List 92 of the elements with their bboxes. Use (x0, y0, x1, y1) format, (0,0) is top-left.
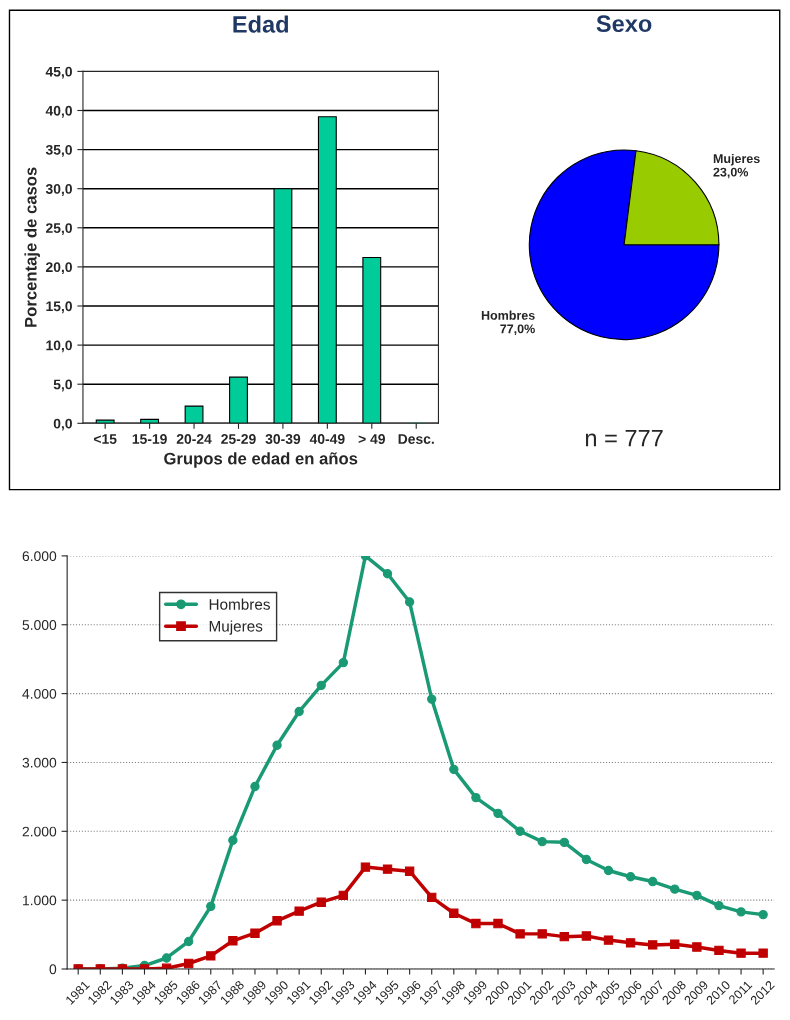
text: n = 777 (585, 430, 663, 447)
point (471, 918, 481, 929)
y-tick-label: 3.000 (22, 757, 57, 768)
point (670, 939, 680, 949)
point (515, 826, 525, 836)
slice-label: Mujeres (713, 153, 760, 166)
y-tick-label: 15,0 (46, 301, 72, 314)
point (714, 900, 724, 911)
x-tick-label: 20-24 (176, 434, 212, 444)
x-tick-label: 25-29 (221, 434, 256, 444)
point (360, 862, 371, 872)
y-tick-label: 6.000 (22, 551, 57, 562)
point (493, 808, 503, 819)
y-tick-label: 45,0 (45, 66, 72, 79)
point (228, 835, 238, 845)
x-tick-label: Desc. (398, 434, 434, 444)
point (382, 569, 393, 579)
point (183, 936, 194, 947)
y-axis-title: Porcentaje de casos (24, 167, 40, 327)
y-tick-label: 2.000 (22, 826, 57, 837)
point (603, 935, 614, 945)
point (427, 892, 437, 903)
point (559, 837, 569, 847)
point (338, 890, 349, 901)
point (250, 928, 260, 938)
point (537, 929, 547, 939)
y-tick-label: 5.000 (22, 620, 57, 630)
point (625, 872, 636, 882)
point (228, 936, 238, 946)
point (294, 906, 304, 916)
point (714, 945, 724, 956)
point (581, 854, 592, 865)
point (294, 706, 304, 717)
y-tick-label: 5,0 (53, 379, 72, 392)
point (603, 865, 614, 876)
legend-label: Hombres (209, 598, 270, 610)
y-tick-label: 4.000 (22, 688, 57, 699)
y-tick-label: 0 (49, 964, 57, 975)
chart-title: Sexo (596, 15, 652, 33)
y-tick-label: 0,0 (53, 418, 72, 431)
data-label: 77,0% (500, 324, 535, 336)
bar (184, 405, 204, 424)
y-tick-label: 1.000 (23, 895, 57, 906)
point (449, 764, 459, 775)
point (316, 897, 326, 907)
point (404, 866, 415, 876)
point (272, 740, 282, 750)
point (537, 836, 547, 847)
y-tick-label: 35,0 (45, 144, 72, 157)
bar (140, 418, 160, 424)
point (758, 909, 768, 920)
point (515, 929, 525, 939)
point (206, 901, 216, 912)
point (161, 953, 172, 963)
point (670, 884, 680, 894)
point (427, 694, 437, 704)
data-label: 23,0% (713, 167, 749, 179)
y-tick-label: 40,0 (45, 105, 72, 118)
point (581, 931, 592, 941)
point (647, 876, 658, 887)
point (647, 940, 658, 950)
x-tick-label: 30-39 (265, 434, 301, 444)
legend-label: Mujeres (209, 620, 263, 635)
y-tick-label: 10,0 (46, 340, 72, 353)
point (183, 958, 194, 969)
x-tick-label: > 49 (358, 434, 385, 444)
point (382, 864, 393, 874)
point (625, 938, 636, 948)
point (272, 916, 282, 926)
point (338, 657, 349, 668)
point (471, 792, 481, 803)
point (692, 942, 702, 952)
point (316, 680, 326, 691)
point (206, 951, 216, 961)
slice-label: Hombres (481, 310, 535, 320)
y-tick-label: 20,0 (45, 262, 72, 275)
point (736, 948, 746, 958)
x-axis-title: Grupos de edad en años (164, 452, 358, 468)
point (692, 890, 702, 901)
point (559, 931, 569, 942)
point (250, 781, 260, 792)
y-tick-label: 25,0 (45, 223, 72, 235)
x-tick-label: <15 (93, 434, 117, 444)
chart-title: Edad (233, 15, 289, 33)
x-tick-label: 40-49 (309, 434, 345, 444)
y-tick-label: 30,0 (45, 184, 72, 196)
point (449, 908, 459, 918)
point (404, 597, 415, 607)
point (493, 918, 503, 929)
point (758, 948, 768, 958)
x-tick-label: 15-19 (132, 434, 167, 444)
point (736, 907, 746, 917)
